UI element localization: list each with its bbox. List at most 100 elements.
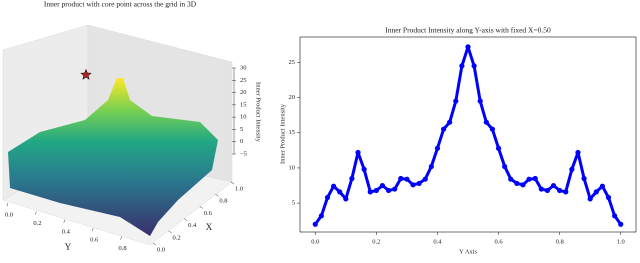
y-tick-label: 20 bbox=[289, 94, 296, 101]
line bbox=[314, 45, 622, 226]
point bbox=[434, 145, 441, 151]
point bbox=[520, 182, 526, 188]
point bbox=[526, 176, 532, 182]
x-tick bbox=[152, 242, 157, 246]
plot-frame bbox=[299, 36, 637, 233]
point bbox=[440, 126, 447, 132]
x-tick-label: 0.8 bbox=[219, 198, 227, 205]
point bbox=[544, 187, 551, 194]
point bbox=[404, 176, 410, 182]
point bbox=[489, 126, 496, 132]
point bbox=[379, 182, 386, 189]
point bbox=[416, 180, 422, 187]
point bbox=[422, 176, 428, 182]
y-tick-label: 15 bbox=[289, 129, 296, 136]
x-tick-label: 1.0 bbox=[235, 185, 243, 192]
y-tick-label: 0.4 bbox=[62, 228, 71, 235]
point bbox=[318, 213, 324, 219]
x-tick bbox=[184, 218, 188, 221]
point bbox=[392, 186, 398, 192]
point bbox=[367, 189, 373, 195]
z-tick-label: 15 bbox=[240, 101, 247, 108]
line-panel: Inner Product Intensity along Y-axis wit… bbox=[279, 26, 637, 255]
z-tick-label: 10 bbox=[240, 114, 247, 121]
point bbox=[428, 163, 434, 170]
point bbox=[495, 145, 502, 151]
x-tick-label: 0.6 bbox=[204, 210, 213, 217]
x-tick bbox=[215, 193, 219, 197]
point bbox=[502, 163, 508, 170]
x-tick-label: 0.2 bbox=[372, 238, 380, 245]
point bbox=[483, 119, 489, 125]
point bbox=[593, 189, 599, 195]
point bbox=[557, 187, 563, 194]
x-tick-label: 0.8 bbox=[556, 238, 564, 245]
point bbox=[612, 213, 618, 219]
point bbox=[569, 166, 575, 172]
z-tick-label: −5 bbox=[240, 150, 247, 157]
point bbox=[385, 187, 392, 194]
y-tick-label: 0.0 bbox=[5, 211, 13, 218]
x-axis-label: X bbox=[206, 222, 213, 232]
point bbox=[550, 182, 557, 189]
z-tick-label: 5 bbox=[240, 126, 243, 133]
y-tick-label: 10 bbox=[289, 164, 296, 171]
y-tick bbox=[35, 211, 37, 215]
surface-panel: Inner product with core point across the… bbox=[2, 0, 262, 252]
point bbox=[514, 180, 520, 187]
y-axis-label: Y bbox=[65, 242, 72, 252]
point bbox=[312, 221, 318, 227]
point bbox=[538, 186, 544, 192]
x-tick-label: 1.0 bbox=[617, 238, 625, 245]
point bbox=[343, 196, 349, 202]
y-tick-label: 0.8 bbox=[119, 245, 127, 252]
z-tick-label: 20 bbox=[240, 89, 247, 96]
x-tick-label: 0.4 bbox=[188, 222, 197, 229]
y-tick-label: 5 bbox=[292, 200, 295, 207]
y-tick bbox=[120, 236, 122, 240]
point bbox=[575, 149, 581, 156]
point bbox=[337, 189, 343, 195]
y-tick-label: 0.2 bbox=[33, 220, 41, 227]
point bbox=[618, 221, 624, 227]
point bbox=[373, 187, 379, 194]
y-tick bbox=[6, 202, 9, 207]
z-tick-label: 30 bbox=[240, 64, 247, 71]
point bbox=[398, 175, 404, 182]
x-tick-label: 0.2 bbox=[173, 234, 181, 241]
x-axis-label: Y Axis bbox=[459, 248, 477, 255]
x-tick-label: 0.0 bbox=[157, 246, 165, 253]
z-tick-label: 0 bbox=[240, 138, 243, 145]
x-tick-label: 0.0 bbox=[311, 238, 319, 245]
point bbox=[563, 189, 569, 195]
point bbox=[508, 176, 514, 182]
point bbox=[410, 182, 416, 188]
point bbox=[324, 194, 331, 201]
y-tick-label: 25 bbox=[289, 59, 296, 66]
z-tick-label: 25 bbox=[240, 77, 247, 84]
point bbox=[581, 175, 587, 182]
point bbox=[453, 98, 459, 104]
surface bbox=[8, 78, 218, 236]
point bbox=[599, 183, 606, 189]
point bbox=[465, 44, 471, 50]
point bbox=[447, 119, 453, 125]
point bbox=[605, 194, 612, 201]
point bbox=[477, 98, 483, 104]
peak-marker bbox=[80, 68, 92, 80]
point bbox=[331, 183, 337, 189]
y-tick-label: 0.6 bbox=[90, 237, 99, 244]
x-tick-label: 0.4 bbox=[433, 238, 442, 245]
x-tick bbox=[199, 206, 203, 209]
y-axis-label: Inner Product Intensity bbox=[279, 103, 286, 164]
y-tick bbox=[63, 219, 66, 223]
point bbox=[471, 63, 477, 69]
x-tick bbox=[168, 230, 172, 234]
point bbox=[587, 196, 593, 202]
y-tick bbox=[91, 228, 94, 232]
point bbox=[349, 175, 355, 182]
z-axis-label: Inner Product Intensity bbox=[255, 82, 262, 143]
point bbox=[532, 175, 538, 182]
chart-title: Inner Product Intensity along Y-axis wit… bbox=[385, 26, 551, 35]
